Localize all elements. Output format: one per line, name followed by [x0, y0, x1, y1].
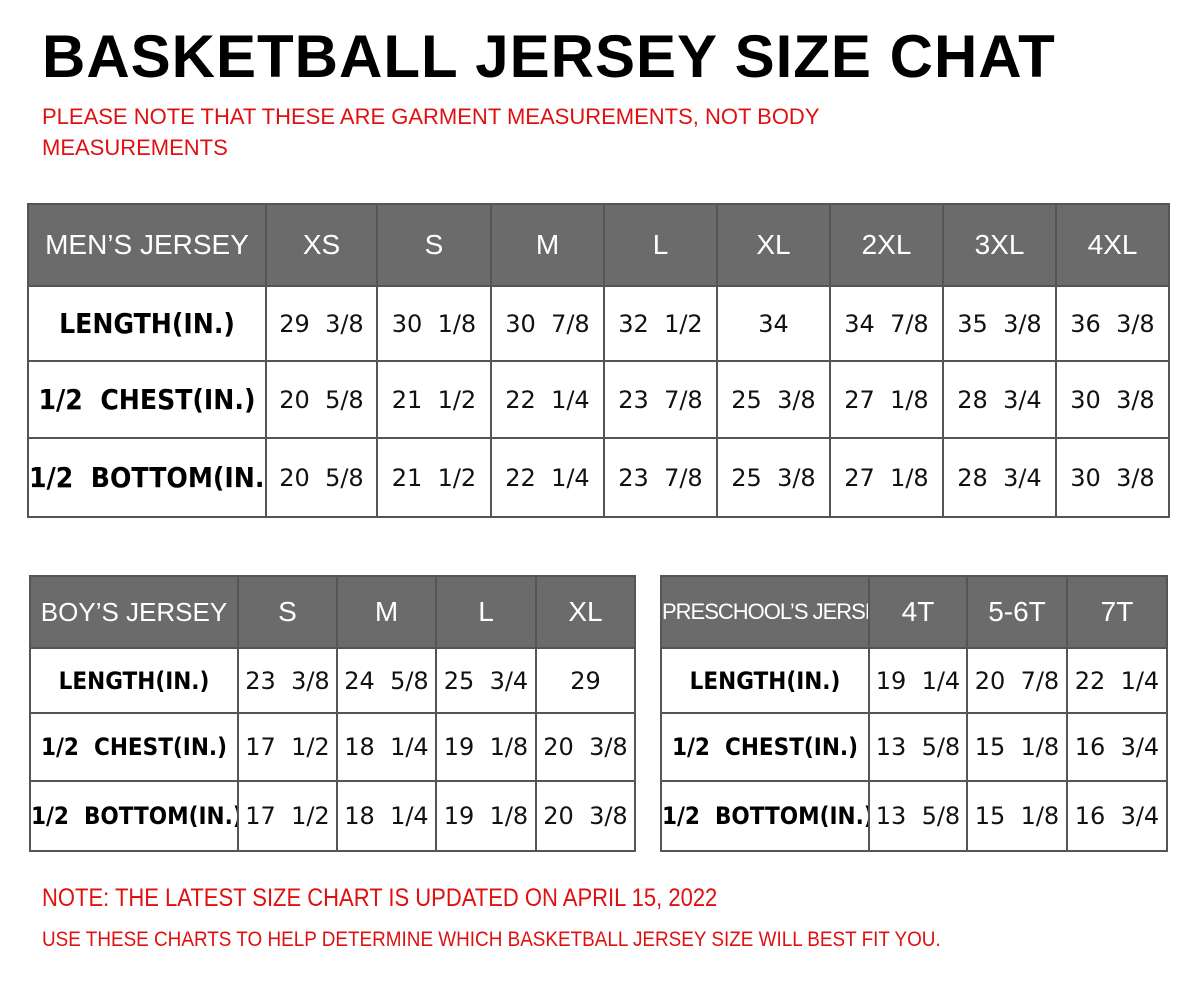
measurement-value: 13 5/8: [868, 780, 968, 852]
table-row: 1/2 CHEST(IN.) 17 1/2 18 1/4 19 1/8 20 3/8: [29, 712, 636, 782]
measurement-value: 27 1/8: [829, 360, 944, 439]
size-header: 4XL: [1055, 203, 1170, 287]
measurement-label: LENGTH(IN.): [27, 285, 267, 362]
measurement-value: 18 1/4: [336, 712, 437, 782]
measurement-value: 22 1/4: [1066, 647, 1168, 714]
measurement-value: 23 7/8: [603, 437, 718, 518]
page-title: BASKETBALL JERSEY SIZE CHAT: [42, 23, 1056, 90]
measurement-label: LENGTH(IN.): [29, 647, 239, 714]
size-header: M: [490, 203, 605, 287]
measurement-value: 27 1/8: [829, 437, 944, 518]
measurement-value: 17 1/2: [237, 712, 338, 782]
measurement-value: 35 3/8: [942, 285, 1057, 362]
size-header: XL: [716, 203, 831, 287]
measurement-value: 34 7/8: [829, 285, 944, 362]
table-title: PRESCHOOL’S JERSEY: [660, 575, 870, 649]
measurement-value: 19 1/8: [435, 712, 537, 782]
size-header: 7T: [1066, 575, 1168, 649]
table-row: 1/2 CHEST(IN.) 20 5/8 21 1/2 22 1/4 23 7/8 25…: [27, 360, 1170, 439]
size-header: 3XL: [942, 203, 1057, 287]
table-row: 1/2 BOTTOM(IN.) 20 5/8 21 1/2 22 1/4 23 7/8 2…: [27, 437, 1170, 518]
measurement-label: LENGTH(IN.): [660, 647, 870, 714]
measurement-value: 20 3/8: [535, 712, 636, 782]
measurement-value: 28 3/4: [942, 360, 1057, 439]
table-title: BOY’S JERSEY: [29, 575, 239, 649]
measurement-label: 1/2 CHEST(IN.): [29, 712, 239, 782]
table-row: LENGTH(IN.) 19 1/4 20 7/8 22 1/4: [660, 647, 1168, 714]
measurement-value: 19 1/4: [868, 647, 968, 714]
measurement-value: 25 3/4: [435, 647, 537, 714]
measurement-value: 21 1/2: [376, 360, 492, 439]
measurement-value: 34: [716, 285, 831, 362]
mens-size-table: MEN’S JERSEY XS S M L XL 2XL 3XL 4XL LENGTH(IN.) 2…: [27, 203, 1170, 518]
measurement-value: 29 3/8: [265, 285, 378, 362]
measurement-value: 20 5/8: [265, 360, 378, 439]
table-title: MEN’S JERSEY: [27, 203, 267, 287]
footer-usage-note: USE THESE CHARTS TO HELP DETERMINE WHICH…: [42, 928, 941, 951]
measurement-value: 20 5/8: [265, 437, 378, 518]
measurement-label: 1/2 BOTTOM(IN.): [660, 780, 870, 852]
measurement-value: 30 1/8: [376, 285, 492, 362]
size-header: L: [435, 575, 537, 649]
measurement-value: 30 3/8: [1055, 360, 1170, 439]
table-row: 1/2 CHEST(IN.) 13 5/8 15 1/8 16 3/4: [660, 712, 1168, 782]
table-row: 1/2 BOTTOM(IN.) 13 5/8 15 1/8 16 3/4: [660, 780, 1168, 852]
measurement-value: 23 7/8: [603, 360, 718, 439]
measurement-value: 18 1/4: [336, 780, 437, 852]
boys-size-table: BOY’S JERSEY S M L XL LENGTH(IN.) 23 3/8 24 5/8…: [29, 575, 636, 852]
header-row: BOY’S JERSEY S M L XL: [29, 575, 636, 649]
measurement-value: 32 1/2: [603, 285, 718, 362]
size-header: L: [603, 203, 718, 287]
header-row: MEN’S JERSEY XS S M L XL 2XL 3XL 4XL: [27, 203, 1170, 287]
size-header: M: [336, 575, 437, 649]
footer-update-note: NOTE: THE LATEST SIZE CHART IS UPDATED O…: [42, 884, 718, 912]
table-row: 1/2 BOTTOM(IN.) 17 1/2 18 1/4 19 1/8 20 3/8: [29, 780, 636, 852]
table-row: LENGTH(IN.) 29 3/8 30 1/8 30 7/8 32 1/2 34 34 …: [27, 285, 1170, 362]
measurement-value: 22 1/4: [490, 360, 605, 439]
table-row: LENGTH(IN.) 23 3/8 24 5/8 25 3/4 29: [29, 647, 636, 714]
measurement-label: 1/2 CHEST(IN.): [27, 360, 267, 439]
measurement-value: 25 3/8: [716, 360, 831, 439]
measurement-value: 16 3/4: [1066, 780, 1168, 852]
measurement-value: 21 1/2: [376, 437, 492, 518]
measurement-label: 1/2 CHEST(IN.): [660, 712, 870, 782]
measurement-label: 1/2 BOTTOM(IN.): [29, 780, 239, 852]
measurement-value: 30 7/8: [490, 285, 605, 362]
measurement-value: 20 7/8: [966, 647, 1068, 714]
size-header: 5-6T: [966, 575, 1068, 649]
measurement-value: 20 3/8: [535, 780, 636, 852]
measurement-value: 23 3/8: [237, 647, 338, 714]
measurement-value: 19 1/8: [435, 780, 537, 852]
size-header: XL: [535, 575, 636, 649]
size-header: 2XL: [829, 203, 944, 287]
measurement-value: 17 1/2: [237, 780, 338, 852]
size-header: 4T: [868, 575, 968, 649]
preschool-size-table: PRESCHOOL’S JERSEY4T5-6T7TLENGTH(IN.)19 …: [660, 575, 1168, 852]
measurement-value: 16 3/4: [1066, 712, 1168, 782]
size-header: XS: [265, 203, 378, 287]
measurement-value: 15 1/8: [966, 712, 1068, 782]
measurement-value: 28 3/4: [942, 437, 1057, 518]
measurement-value: 25 3/8: [716, 437, 831, 518]
measurement-value: 22 1/4: [490, 437, 605, 518]
measurement-value: 15 1/8: [966, 780, 1068, 852]
notice-line-2: MEASUREMENTS: [42, 135, 228, 160]
measurement-value: 36 3/8: [1055, 285, 1170, 362]
measurement-value: 24 5/8: [336, 647, 437, 714]
size-header: S: [376, 203, 492, 287]
measurement-label: 1/2 BOTTOM(IN.): [27, 437, 267, 518]
measurement-value: 30 3/8: [1055, 437, 1170, 518]
measurement-value: 13 5/8: [868, 712, 968, 782]
notice-line-1: PLEASE NOTE THAT THESE ARE GARMENT MEASU…: [42, 104, 820, 129]
measurement-value: 29: [535, 647, 636, 714]
size-header: S: [237, 575, 338, 649]
